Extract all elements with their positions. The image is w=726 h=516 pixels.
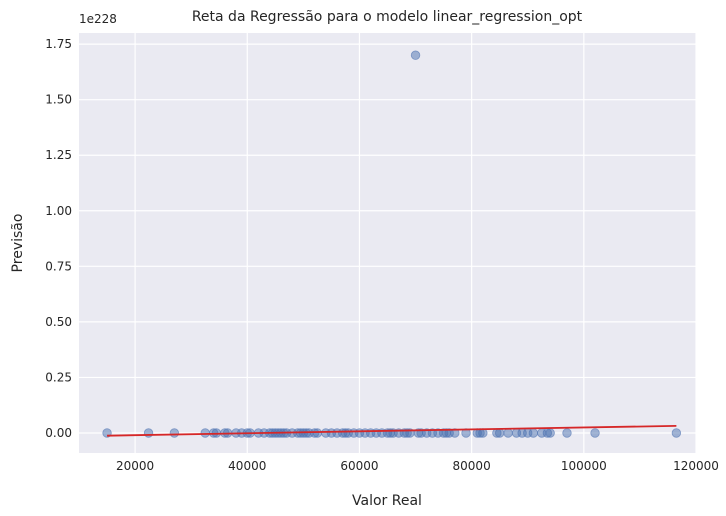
data-point xyxy=(562,428,572,438)
data-point xyxy=(671,428,682,438)
grid xyxy=(79,33,697,453)
y-tick-label: 0.50 xyxy=(45,315,72,329)
data-point xyxy=(143,428,154,438)
x-tick-labels: 20000 40000 60000 80000 100000 120000 xyxy=(116,459,719,473)
data-point xyxy=(169,428,180,438)
data-point xyxy=(590,428,600,438)
data-point xyxy=(503,428,513,438)
x-axis-title: Valor Real xyxy=(352,493,422,509)
data-point xyxy=(545,428,555,438)
y-tick-label: 1.75 xyxy=(45,37,72,51)
data-point xyxy=(494,428,505,438)
x-tick-label: 80000 xyxy=(453,459,491,473)
y-axis-title: Previsão xyxy=(10,214,26,273)
y-tick-label: 1.50 xyxy=(45,93,72,107)
x-tick-label: 120000 xyxy=(673,459,719,473)
y-offset-label: 1e228 xyxy=(79,12,117,26)
y-tick-label: 0.75 xyxy=(45,259,72,273)
regression-line xyxy=(107,424,677,437)
x-tick-label: 20000 xyxy=(116,459,154,473)
plot-background xyxy=(79,33,696,453)
y-tick-label: 0.00 xyxy=(45,426,72,440)
x-tick-label: 100000 xyxy=(561,459,607,473)
outlier-point xyxy=(410,50,421,60)
data-point xyxy=(450,428,460,438)
y-tick-label: 0.25 xyxy=(45,370,72,384)
chart-title: Reta da Regressão para o modelo linear_r… xyxy=(192,9,583,25)
y-tick-label: 1.25 xyxy=(45,148,72,162)
y-tick-label: 1.00 xyxy=(45,204,72,218)
x-tick-label: 40000 xyxy=(228,459,266,473)
x-tick-label: 60000 xyxy=(340,459,378,473)
data-point xyxy=(200,428,210,438)
data-point xyxy=(528,428,539,438)
y-tick-labels: 0.00 0.25 0.50 0.75 1.00 1.25 1.50 1.75 xyxy=(45,37,72,440)
regression-line-segment xyxy=(107,424,677,437)
